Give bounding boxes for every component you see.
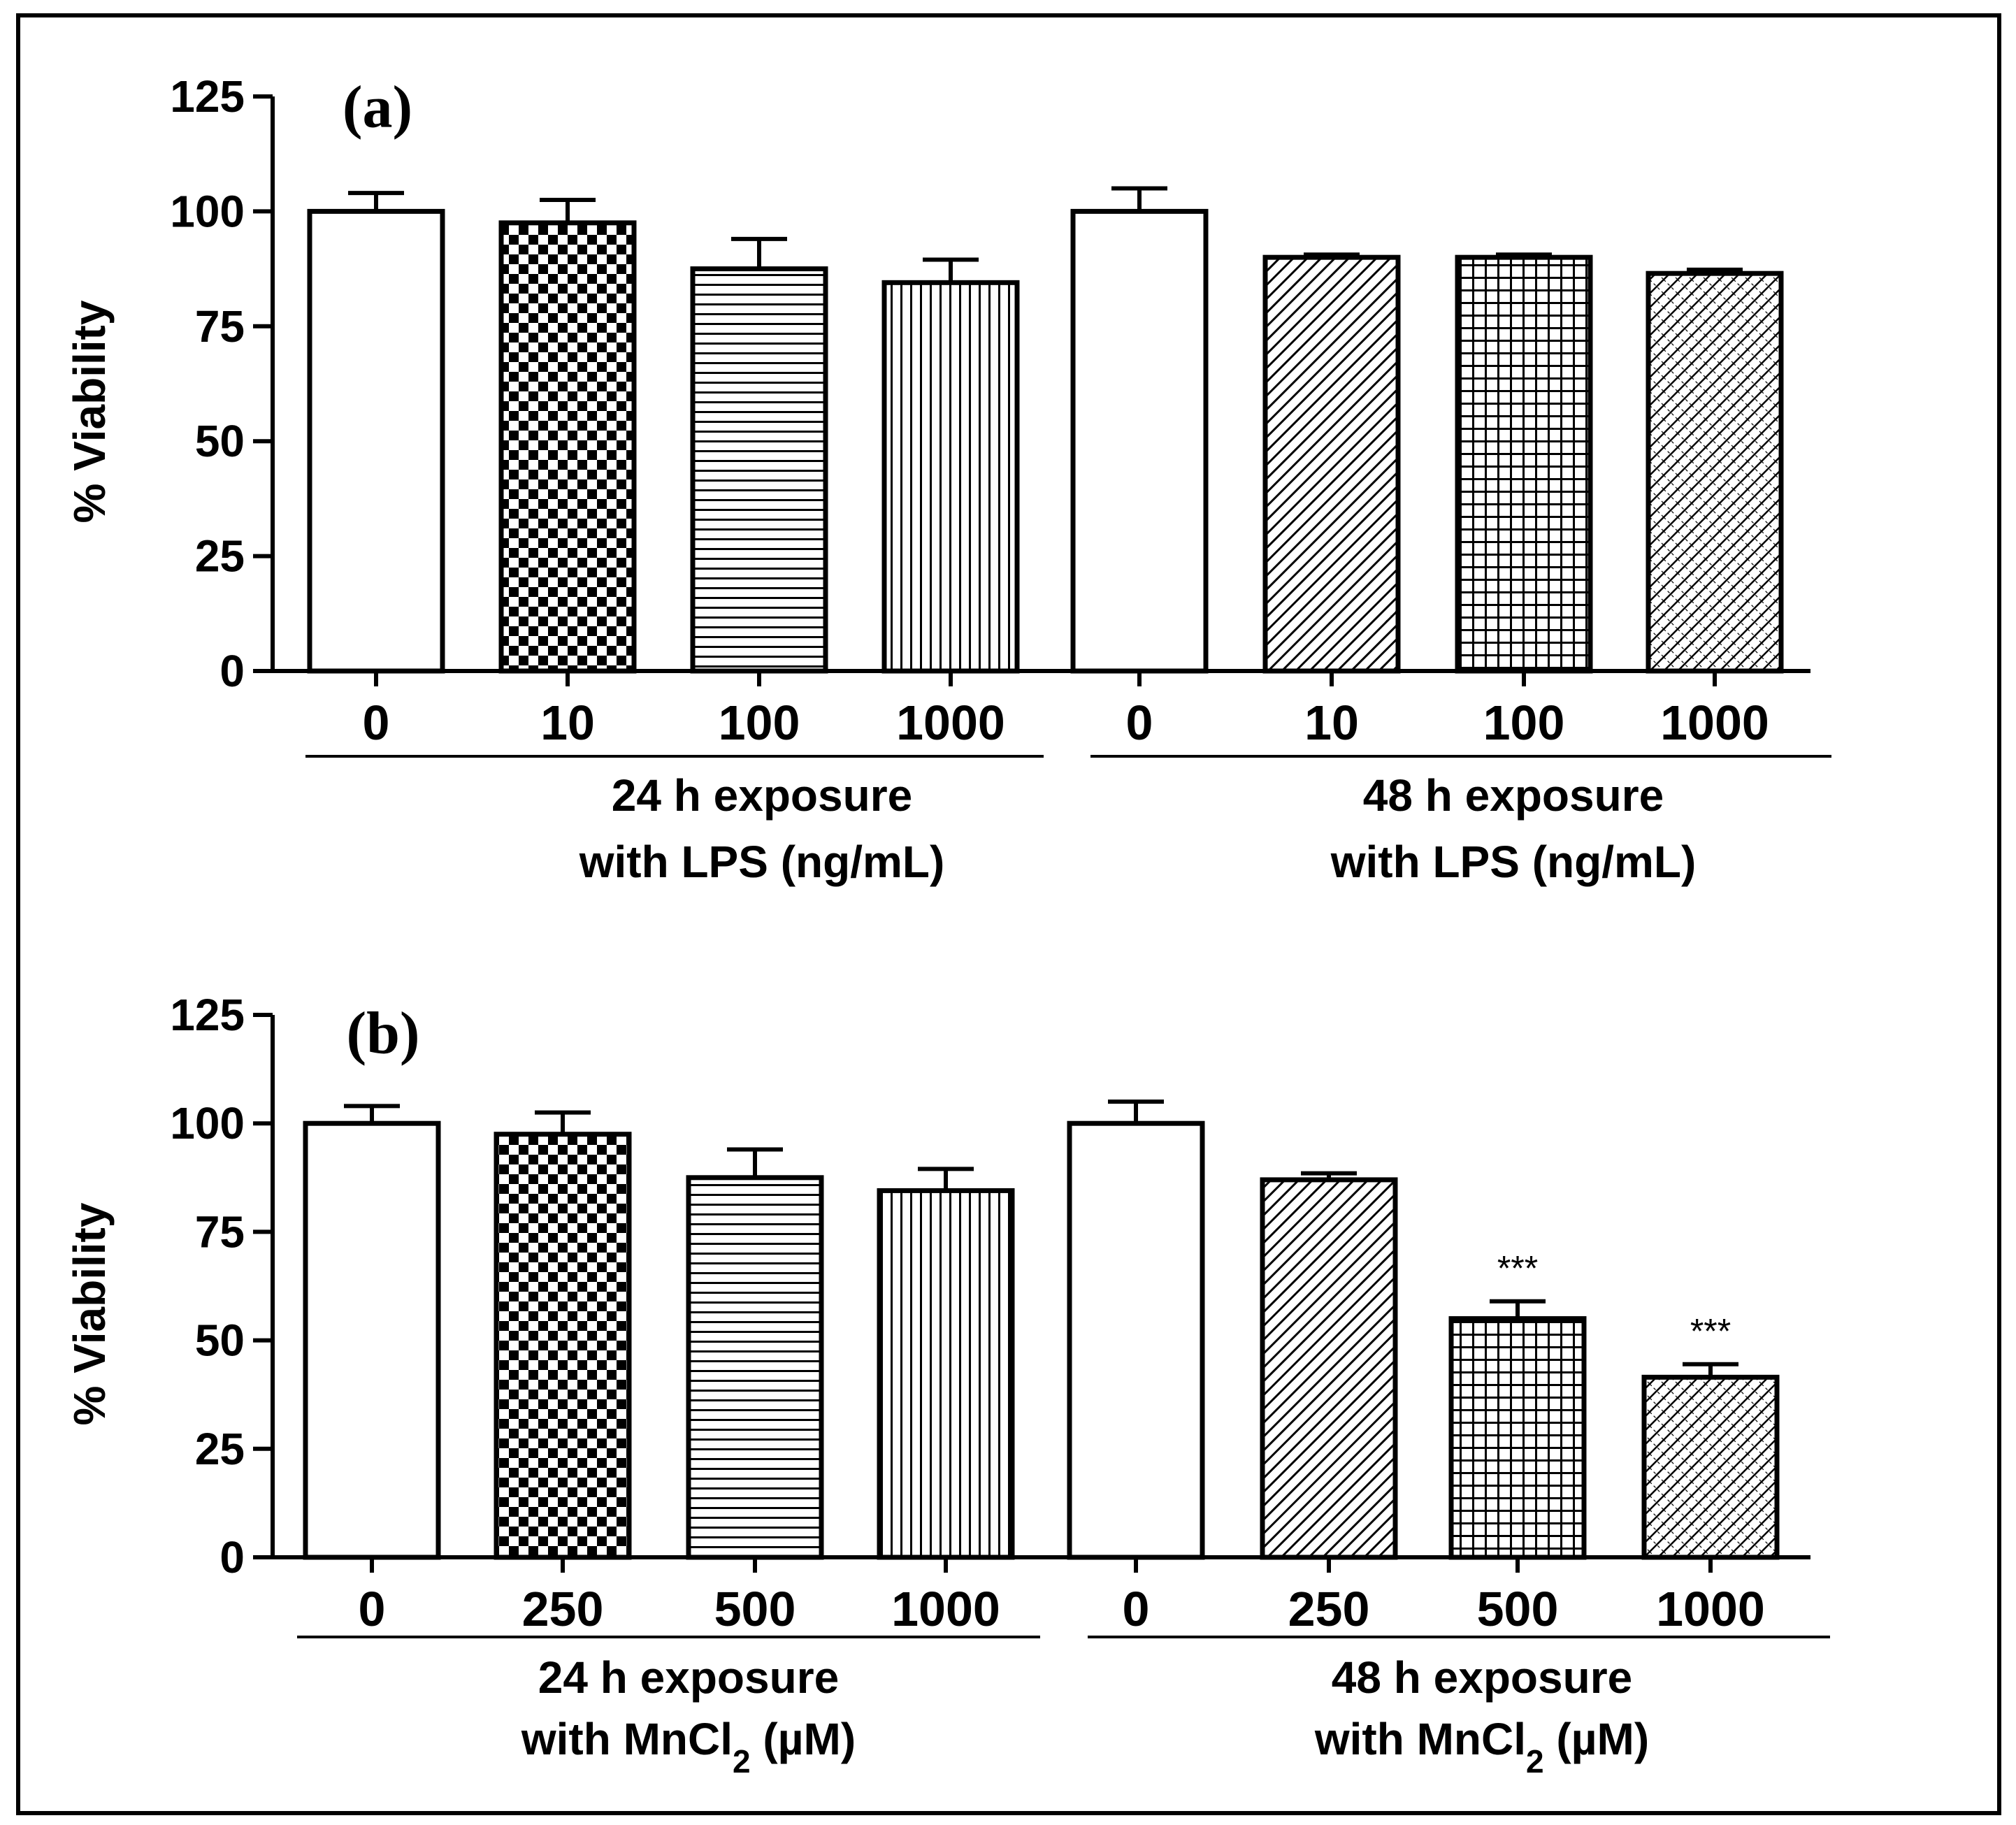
- group-label-line1: 48 h exposure: [1332, 1652, 1632, 1703]
- bar: [498, 220, 637, 674]
- bar: [881, 280, 1020, 674]
- panel-label: (a): [343, 73, 412, 140]
- bar: [1641, 1374, 1780, 1560]
- bar: [877, 1188, 1015, 1560]
- y-axis-label: % Viability: [64, 1202, 115, 1425]
- y-tick-label: 125: [170, 990, 245, 1040]
- group-label-line1: 24 h exposure: [612, 770, 912, 821]
- bar: [1067, 1120, 1205, 1560]
- group-label-line1: 48 h exposure: [1363, 770, 1664, 821]
- x-tick-label: 0: [1123, 1582, 1150, 1636]
- bar: [1448, 1316, 1587, 1560]
- x-tick-label: 1000: [891, 1582, 1000, 1636]
- y-tick-label: 125: [170, 71, 245, 122]
- subscript: 2: [1526, 1743, 1544, 1780]
- bar: [494, 1132, 632, 1560]
- group-label-line2: with LPS (ng/mL): [579, 837, 945, 887]
- y-tick-label: 25: [195, 531, 245, 582]
- bar: [307, 208, 445, 674]
- figure-border: [16, 13, 2001, 1815]
- x-tick-label: 100: [1483, 695, 1565, 750]
- x-tick-label: 250: [522, 1582, 604, 1636]
- y-tick-label: 75: [195, 301, 245, 352]
- y-tick-label: 25: [195, 1424, 245, 1474]
- group-label-line2: with MnCl2 (µM): [1314, 1714, 1649, 1780]
- bar: [1070, 208, 1209, 674]
- bar: [1262, 254, 1401, 674]
- significance-label: ***: [1690, 1312, 1731, 1351]
- y-tick-label: 100: [170, 1098, 245, 1148]
- x-tick-label: 10: [1304, 695, 1359, 750]
- panel-label: (b): [346, 1000, 419, 1067]
- y-tick-label: 50: [195, 1315, 245, 1366]
- y-tick-label: 100: [170, 186, 245, 236]
- y-tick-label: 0: [219, 1532, 245, 1582]
- bar: [1455, 254, 1593, 674]
- subscript: 2: [733, 1743, 751, 1780]
- group-label-line1: 24 h exposure: [538, 1652, 839, 1703]
- x-tick-label: 500: [1477, 1582, 1559, 1636]
- x-tick-label: 100: [719, 695, 800, 750]
- bar: [303, 1120, 441, 1560]
- bar: [690, 266, 828, 674]
- x-tick-label: 1000: [1660, 695, 1769, 750]
- panel-a: (a) % Viability 0 25 50 75 100 125 0 10 100 1000 0 10…: [64, 71, 1831, 887]
- x-tick-label: 250: [1288, 1582, 1370, 1636]
- y-axis-label: % Viability: [64, 300, 115, 523]
- bar: [1646, 270, 1784, 674]
- significance-label: ***: [1497, 1249, 1538, 1288]
- bar: [686, 1175, 824, 1560]
- x-tick-label: 500: [714, 1582, 796, 1636]
- x-tick-label: 0: [1126, 695, 1153, 750]
- panel-b: (b) % Viability 0 25 50 75 100 125 0 250 500 1000 0 2…: [64, 990, 1830, 1780]
- group-label-line2: with MnCl2 (µM): [521, 1714, 856, 1780]
- x-tick-label: 10: [540, 695, 595, 750]
- y-tick-label: 75: [195, 1206, 245, 1257]
- group-label-line2: with LPS (ng/mL): [1330, 837, 1697, 887]
- bar: [1260, 1177, 1398, 1560]
- y-tick-label: 50: [195, 416, 245, 466]
- x-tick-label: 0: [359, 1582, 386, 1636]
- x-tick-label: 0: [363, 695, 390, 750]
- x-tick-label: 1000: [896, 695, 1005, 750]
- y-tick-label: 0: [219, 646, 245, 696]
- x-tick-label: 1000: [1656, 1582, 1765, 1636]
